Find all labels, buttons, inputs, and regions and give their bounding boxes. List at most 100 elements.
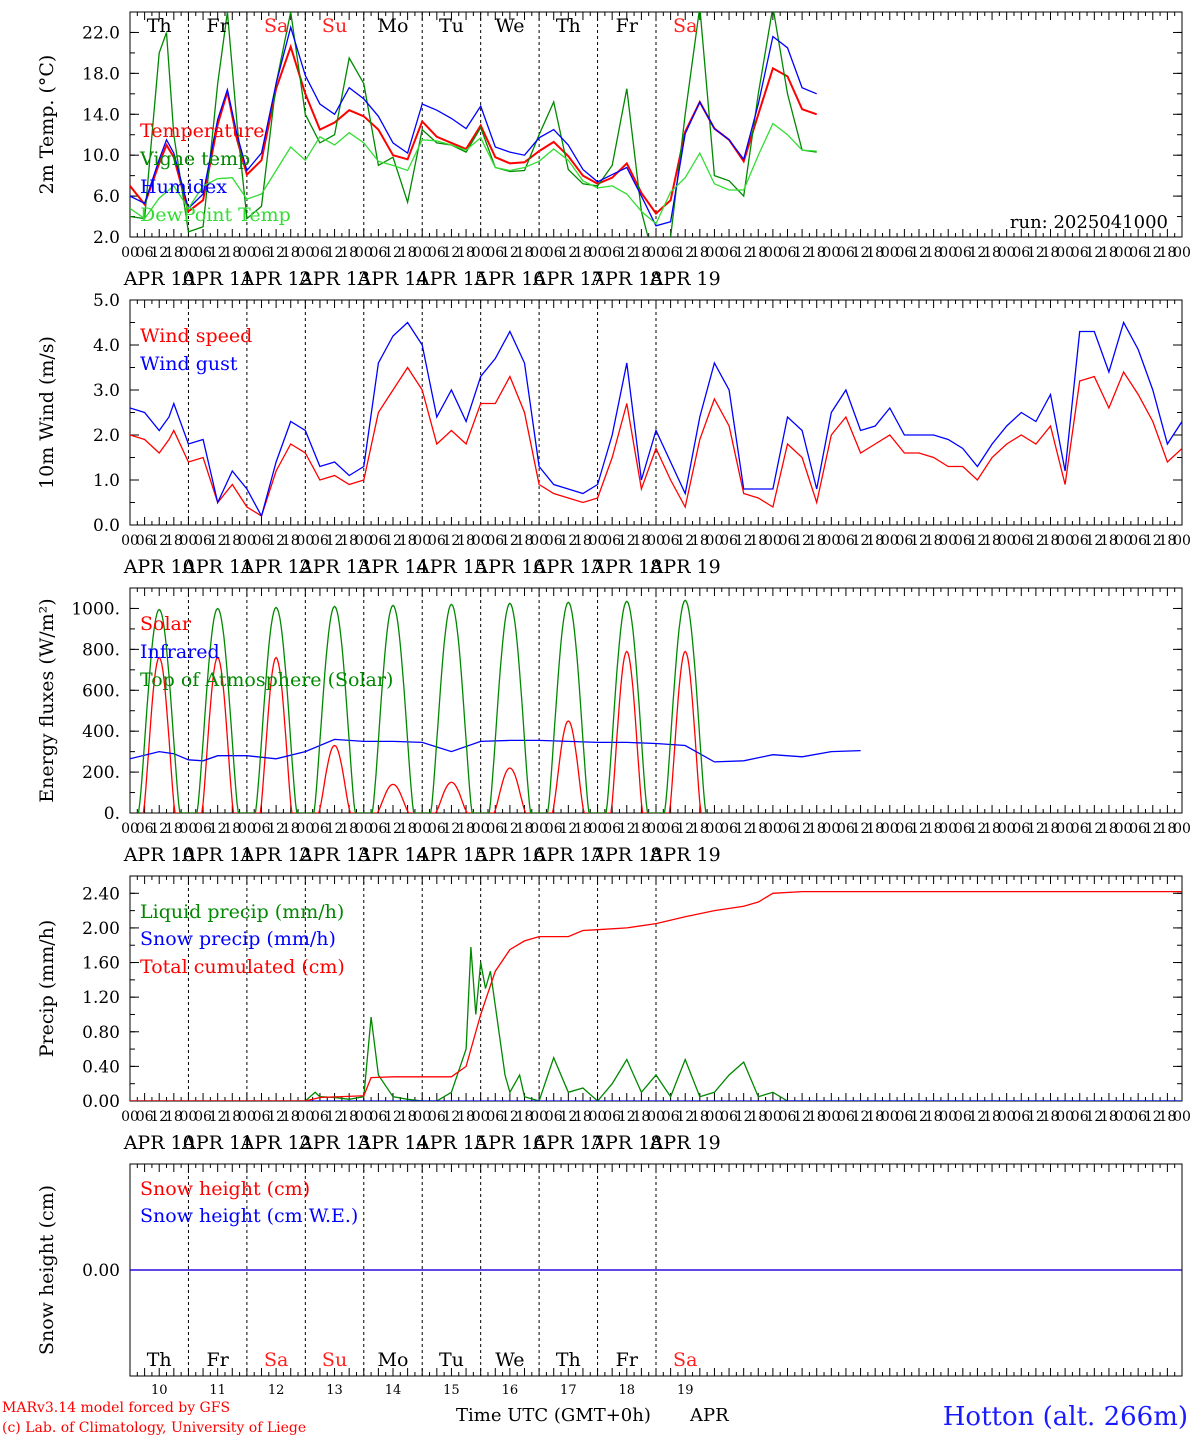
hour-tick-label: 06	[954, 245, 972, 261]
date-label: APR 11	[181, 556, 253, 578]
hour-tick-label: 06	[720, 821, 738, 837]
hour-tick-label: 18	[340, 1109, 358, 1125]
hour-tick-label: 18	[399, 1109, 417, 1125]
meteogram-svg: 2.06.010.014.018.022.02m Temp. (°C)00061…	[36, 11, 1191, 1398]
hour-tick-label: 18	[925, 245, 943, 261]
date-label: APR 19	[649, 1132, 721, 1154]
hour-tick-label: 06	[136, 1109, 154, 1125]
hour-tick-label: 06	[194, 533, 212, 549]
y-tick-label: 200.	[82, 763, 120, 783]
hour-tick-label: 00	[822, 821, 840, 837]
hour-tick-label: 12	[852, 1109, 870, 1125]
legend-entry: Humidex	[140, 176, 227, 198]
hour-tick-label: 00	[296, 533, 314, 549]
hour-tick-label: 18	[925, 821, 943, 837]
hour-tick-label: 12	[443, 1109, 461, 1125]
hour-tick-label: 12	[969, 821, 987, 837]
hour-tick-label: 06	[720, 1109, 738, 1125]
hour-tick-label: 12	[1144, 533, 1162, 549]
hour-tick-label: 18	[866, 1109, 884, 1125]
hour-tick-label: 00	[121, 245, 139, 261]
date-label: APR 18	[590, 268, 662, 290]
series-line-solar	[142, 650, 703, 813]
legend-entry: Infrared	[140, 641, 220, 663]
hour-tick-label: 12	[618, 821, 636, 837]
date-label: APR 11	[181, 268, 253, 290]
weekday-label: Su	[322, 1349, 347, 1371]
hour-tick-label: 00	[530, 1109, 548, 1125]
hour-tick-label: 00	[472, 821, 490, 837]
y-axis-label: 10m Wind (m/s)	[36, 336, 58, 489]
hour-tick-label: 00	[881, 533, 899, 549]
hour-tick-label: 00	[822, 245, 840, 261]
hour-tick-label: 18	[340, 821, 358, 837]
hour-tick-label: 18	[457, 821, 475, 837]
y-tick-label: 1.0	[93, 471, 120, 491]
series-group	[130, 890, 1182, 1101]
hour-tick-label: 00	[706, 245, 724, 261]
hour-tick-label: 06	[369, 533, 387, 549]
date-label: APR 17	[532, 268, 604, 290]
hour-tick-label: 18	[749, 1109, 767, 1125]
legend-entry: Total cumulated (cm)	[140, 956, 345, 978]
hour-tick-label: 18	[399, 245, 417, 261]
y-axis-label: Snow height (cm)	[36, 1185, 58, 1355]
y-tick-label: 2.40	[82, 884, 120, 904]
hour-tick-label: 12	[1027, 821, 1045, 837]
hour-tick-label: 06	[954, 821, 972, 837]
date-label: APR 11	[181, 1132, 253, 1154]
hour-tick-label: 12	[559, 533, 577, 549]
weekday-label: Tu	[439, 15, 464, 37]
hour-tick-label: 12	[969, 533, 987, 549]
hour-tick-label: 18	[632, 533, 650, 549]
hour-tick-label: 00	[1115, 821, 1133, 837]
hour-tick-label: 06	[662, 821, 680, 837]
hour-tick-label: 06	[253, 1109, 271, 1125]
hour-tick-label: 18	[165, 821, 183, 837]
date-label: APR 15	[415, 844, 487, 866]
weekday-label: We	[495, 15, 524, 37]
date-label: APR 17	[532, 1132, 604, 1154]
hour-tick-label: 06	[1071, 245, 1089, 261]
y-tick-label: 5.0	[93, 291, 120, 311]
hour-tick-label: 18	[632, 1109, 650, 1125]
y-axis-label: Energy fluxes (W/m²)	[36, 598, 58, 802]
hour-tick-label: 00	[939, 533, 957, 549]
y-tick-label: 1.60	[82, 954, 120, 974]
hour-tick-label: 12	[910, 821, 928, 837]
run-annotation: run: 2025041000	[1010, 212, 1168, 233]
hour-tick-label: 06	[194, 245, 212, 261]
y-tick-label: 2.00	[82, 919, 120, 939]
hour-tick-label: 06	[837, 821, 855, 837]
hour-tick-label: 18	[1042, 1109, 1060, 1125]
hour-tick-label: 06	[369, 1109, 387, 1125]
hour-tick-label: 12	[384, 821, 402, 837]
date-label: APR 14	[356, 844, 428, 866]
hour-tick-label: 18	[1042, 245, 1060, 261]
hour-tick-label: 18	[165, 245, 183, 261]
weekday-label: Th	[556, 1349, 581, 1371]
y-tick-label: 4.0	[93, 336, 120, 356]
hour-tick-label: 18	[691, 533, 709, 549]
hour-tick-label: 06	[428, 1109, 446, 1125]
hour-tick-label: 00	[238, 245, 256, 261]
hour-tick-label: 18	[516, 1109, 534, 1125]
hour-tick-label: 18	[632, 245, 650, 261]
y-tick-label: 0.00	[82, 1092, 120, 1112]
time-axis-title: Time UTC (GMT+0h)	[456, 1405, 651, 1426]
hour-tick-label: 18	[516, 821, 534, 837]
hour-tick-label: 18	[516, 245, 534, 261]
hour-tick-label: 12	[1085, 1109, 1103, 1125]
hour-tick-label: 12	[969, 1109, 987, 1125]
hour-tick-label: 06	[837, 533, 855, 549]
hour-tick-label: 12	[793, 245, 811, 261]
y-axis-label: Precip (mm/h)	[36, 920, 58, 1058]
hour-tick-label: 18	[574, 245, 592, 261]
weekday-label: Sa	[264, 1349, 288, 1371]
hour-tick-label: 18	[866, 245, 884, 261]
hour-tick-label: 06	[545, 1109, 563, 1125]
hour-tick-label: 00	[413, 821, 431, 837]
hour-tick-label: 06	[603, 245, 621, 261]
hour-tick-label: 00	[355, 533, 373, 549]
hour-tick-label: 18	[340, 245, 358, 261]
